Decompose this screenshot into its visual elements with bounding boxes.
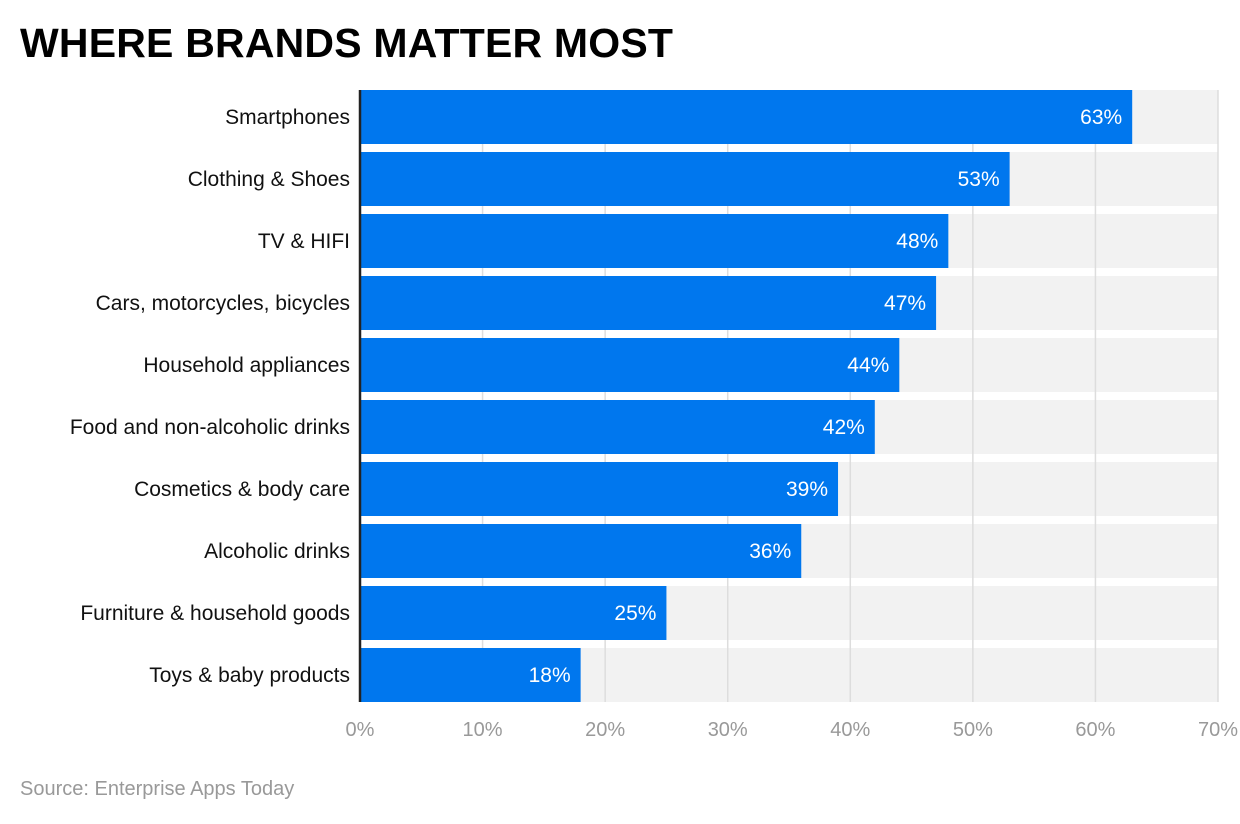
category-label: TV & HIFI xyxy=(258,230,350,253)
category-label: Alcoholic drinks xyxy=(204,540,350,563)
data-label: 47% xyxy=(884,292,926,315)
category-label: Household appliances xyxy=(143,354,350,377)
x-tick-label: 40% xyxy=(830,719,870,741)
x-tick-label: 0% xyxy=(346,719,375,741)
bar xyxy=(360,524,802,578)
data-label: 48% xyxy=(896,230,938,253)
category-label: Clothing & Shoes xyxy=(188,168,350,191)
data-label: 44% xyxy=(847,354,889,377)
bar xyxy=(360,276,937,330)
bar xyxy=(360,338,900,392)
data-label: 36% xyxy=(749,540,791,563)
x-tick-label: 70% xyxy=(1198,719,1238,741)
bar xyxy=(360,400,875,454)
x-tick-label: 20% xyxy=(585,719,625,741)
data-label: 25% xyxy=(614,602,656,625)
source-note: Source: Enterprise Apps Today xyxy=(20,778,295,800)
category-label: Food and non-alcoholic drinks xyxy=(70,416,350,439)
data-label: 18% xyxy=(529,664,571,687)
category-label: Furniture & household goods xyxy=(80,602,350,625)
data-label: 42% xyxy=(823,416,865,439)
x-tick-label: 10% xyxy=(463,719,503,741)
x-tick-label: 60% xyxy=(1075,719,1115,741)
category-label: Smartphones xyxy=(225,106,350,129)
bar xyxy=(360,586,667,640)
x-tick-label: 30% xyxy=(708,719,748,741)
data-label: 39% xyxy=(786,478,828,501)
data-label: 53% xyxy=(958,168,1000,191)
bar xyxy=(360,648,581,702)
bar xyxy=(360,214,949,268)
category-label: Cars, motorcycles, bicycles xyxy=(96,292,350,315)
category-label: Toys & baby products xyxy=(149,664,350,687)
x-tick-label: 50% xyxy=(953,719,993,741)
chart-title: WHERE BRANDS MATTER MOST xyxy=(20,20,674,66)
bar xyxy=(360,90,1133,144)
category-label: Cosmetics & body care xyxy=(134,478,350,501)
bar xyxy=(360,152,1010,206)
bar xyxy=(360,462,839,516)
data-label: 63% xyxy=(1080,106,1122,129)
